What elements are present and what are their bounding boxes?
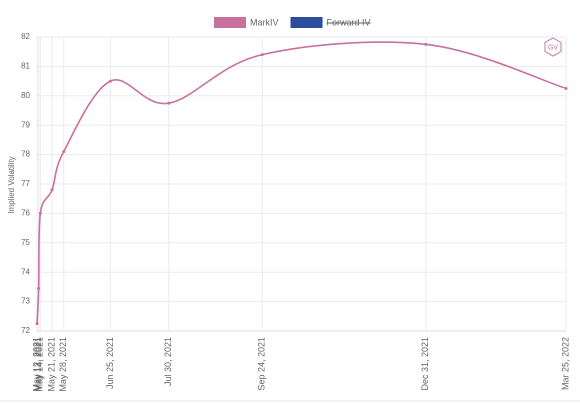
x-tick-label: Mar 25, 2022	[560, 337, 570, 390]
y-tick-label: 76	[21, 209, 30, 218]
y-tick-label: 73	[21, 297, 30, 306]
data-point	[260, 53, 264, 57]
x-tick-label: May 14, 2021	[35, 337, 45, 392]
y-axis-title: Implied Volatility	[7, 156, 16, 213]
legend-swatch	[214, 17, 246, 28]
data-point	[564, 86, 568, 90]
x-tick-label: May 12, 2021	[31, 337, 41, 392]
x-tick-label: Sep 24, 2021	[257, 337, 267, 391]
x-tick-label: May 28, 2021	[58, 337, 68, 392]
y-tick-label: 78	[21, 150, 30, 159]
y-tick-label: 82	[21, 32, 30, 41]
y-tick-label: 72	[21, 326, 30, 335]
logo-text: GV	[548, 44, 558, 51]
data-point	[35, 322, 39, 326]
y-tick-label: 79	[21, 120, 30, 129]
legend-label: Forward IV	[327, 17, 371, 27]
x-tick-label: Jun 25, 2021	[105, 337, 115, 389]
y-tick-label: 75	[21, 238, 30, 247]
series-line	[36, 41, 567, 324]
logo-icon	[544, 37, 562, 57]
x-tick-label: Jul 30, 2021	[163, 337, 173, 386]
y-tick-label: 80	[21, 91, 30, 100]
y-tick-label: 77	[21, 179, 30, 188]
data-point	[37, 286, 41, 290]
data-point	[38, 211, 42, 215]
y-tick-label: 74	[21, 267, 30, 276]
x-tick-label: May 13, 2021	[33, 337, 43, 392]
legend-label: MarkIV	[250, 17, 279, 27]
x-tick-label: May 21, 2021	[46, 337, 56, 392]
y-tick-label: 81	[21, 62, 30, 71]
data-point	[424, 42, 428, 46]
data-point	[167, 101, 171, 105]
x-tick-label: Dec 31, 2021	[420, 337, 430, 391]
legend-swatch	[290, 17, 323, 28]
data-point	[62, 150, 66, 154]
data-point	[50, 188, 54, 192]
data-point	[108, 79, 112, 83]
